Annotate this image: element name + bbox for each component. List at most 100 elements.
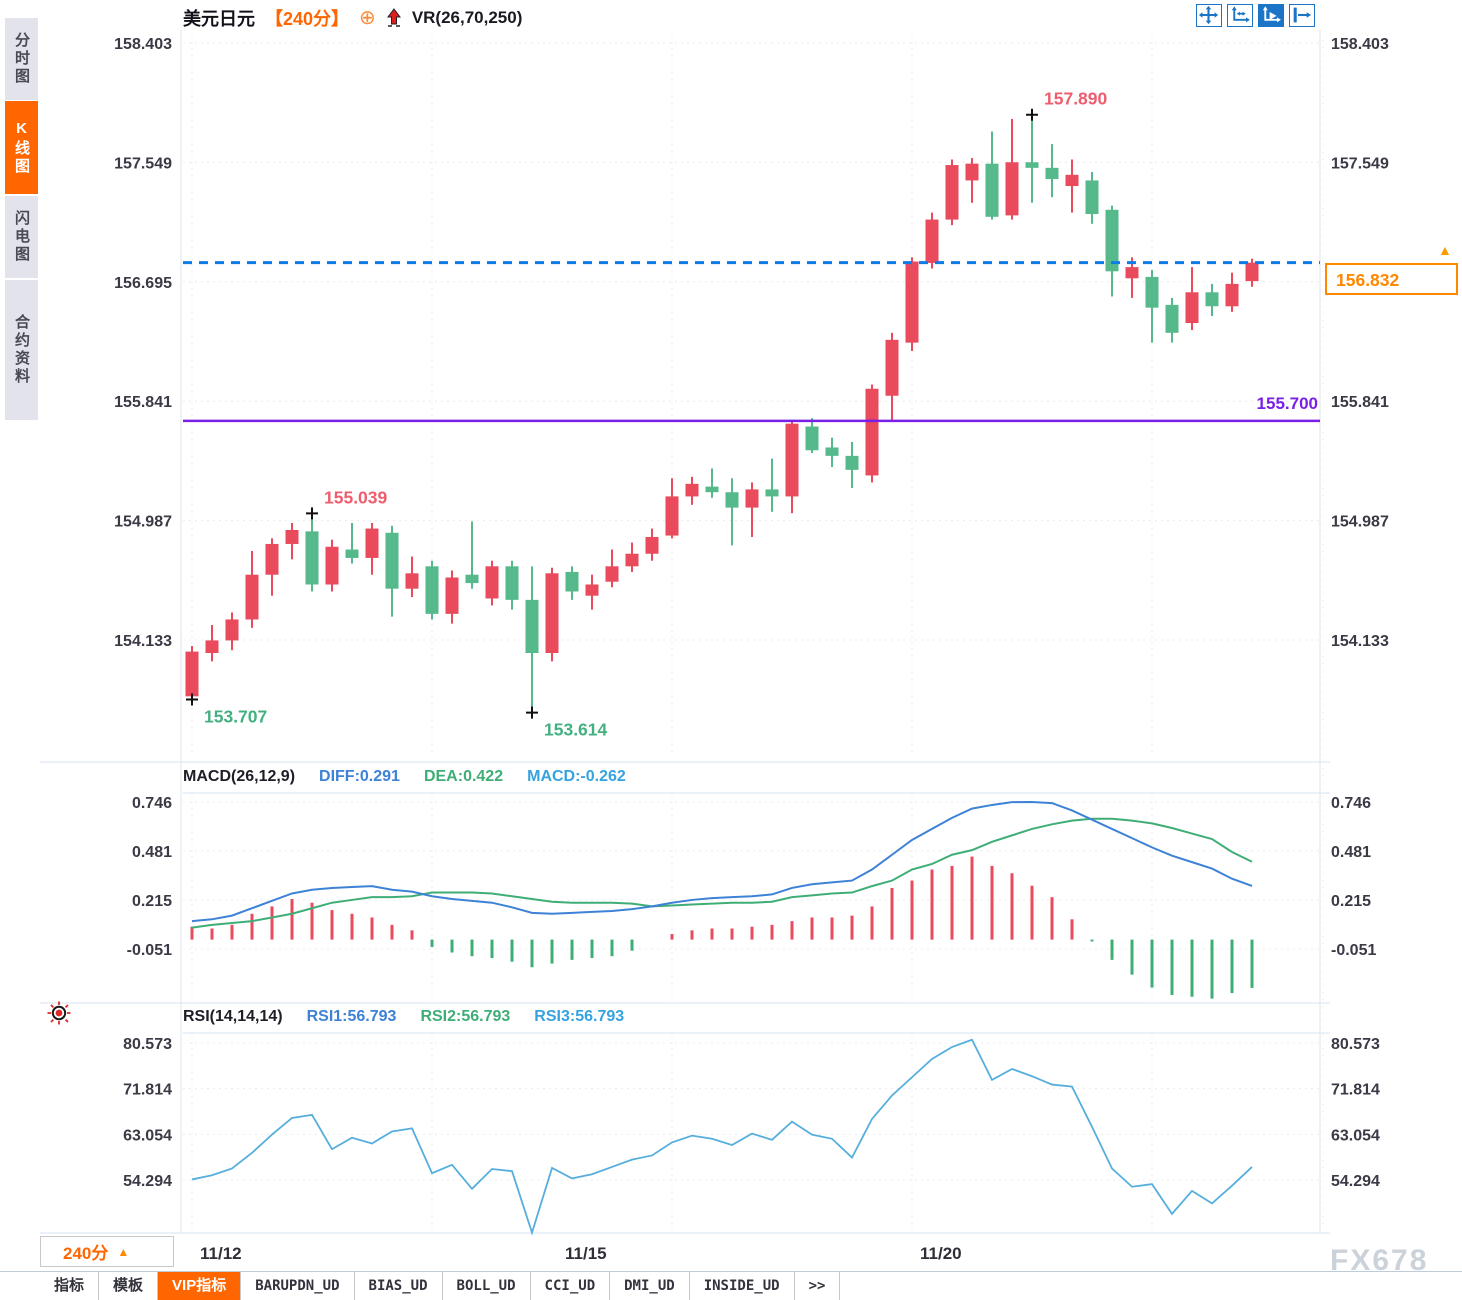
price-marker-label: 157.890 [1044, 89, 1108, 109]
extreme-marker [526, 706, 538, 719]
candlestick [725, 492, 739, 508]
axis-tick-label: 0.481 [132, 844, 172, 861]
indicator-settings-sun-icon[interactable] [46, 1000, 73, 1032]
period-label: 【240分】 [265, 9, 350, 29]
extreme-marker [186, 693, 198, 706]
bottom-tab->>[interactable]: >> [795, 1272, 841, 1300]
price-marker-label: 155.039 [324, 487, 388, 507]
watermark: FX678 [1330, 1244, 1429, 1277]
candlestick [805, 426, 819, 451]
axis-tick-label: 0.215 [1331, 893, 1371, 910]
axis-tick-label: 157.549 [1331, 155, 1389, 172]
candlestick [525, 599, 539, 654]
x-axis-scale-icon[interactable] [1227, 4, 1253, 27]
candlestick [1205, 292, 1219, 307]
candlestick [345, 549, 359, 558]
date-label: 11/15 [565, 1244, 607, 1263]
candlestick [545, 573, 559, 654]
candlestick [465, 574, 479, 584]
macd-dea-line [191, 817, 1253, 929]
candlestick [505, 566, 519, 600]
sidebar-tab-闪电图[interactable]: 闪电图 [5, 196, 38, 278]
bottom-tab-指标[interactable]: 指标 [40, 1272, 100, 1300]
y-axis-scale-icon[interactable] [1258, 4, 1284, 27]
candlestick [425, 566, 439, 614]
bottom-tab-DMI_UD[interactable]: DMI_UD [610, 1272, 690, 1300]
rsi1-readout: RSI1:56.793 [306, 1008, 397, 1025]
period-value: 240分 [63, 1244, 109, 1263]
current-price-tag: 156.832 [1325, 263, 1458, 295]
macd-diff-line [191, 800, 1253, 923]
vr-indicator-label: VR(26,70,250) [411, 8, 523, 27]
period-dropdown-arrow-icon: ▲ [117, 1244, 130, 1259]
axis-tick-label: 155.841 [114, 394, 172, 411]
candlestick [385, 532, 399, 589]
rsi-name-label: RSI(14,14,14) [183, 1008, 283, 1025]
bottom-tab-CCI_UD[interactable]: CCI_UD [531, 1272, 611, 1300]
period-selector[interactable]: 240分 ▲ [40, 1236, 174, 1267]
bottom-tab-VIP指标[interactable]: VIP指标 [158, 1272, 242, 1300]
price-marker-label: 153.707 [204, 707, 267, 727]
candlestick [1005, 162, 1019, 216]
bottom-tab-BOLL_UD[interactable]: BOLL_UD [443, 1272, 531, 1300]
candlestick [445, 577, 459, 614]
support-line-label: 155.700 [1256, 394, 1318, 413]
rsi-line [191, 1038, 1253, 1236]
axis-tick-label: 54.294 [123, 1173, 172, 1190]
axis-tick-label: 0.746 [132, 795, 172, 812]
macd-diff-readout: DIFF:0.291 [319, 768, 400, 785]
bottom-tab-BARUPDN_UD[interactable]: BARUPDN_UD [241, 1272, 355, 1300]
add-overlay-icon[interactable]: ⊕ [359, 7, 376, 29]
axis-tick-label: 80.573 [123, 1036, 172, 1053]
date-label: 11/20 [920, 1244, 962, 1263]
axis-tick-label: 0.215 [132, 893, 172, 910]
candlestick [185, 651, 199, 697]
axis-tick-label: 71.814 [1331, 1082, 1380, 1099]
axis-tick-label: 63.054 [1331, 1127, 1380, 1144]
candlestick [1045, 167, 1059, 180]
candlestick [1145, 276, 1159, 308]
date-label: 11/12 [200, 1244, 242, 1263]
candlestick [405, 573, 419, 589]
candlestick [245, 574, 259, 620]
candlestick [1185, 292, 1199, 324]
macd-dea-readout: DEA:0.422 [423, 768, 504, 785]
candlestick [665, 496, 679, 536]
axis-tick-label: 54.294 [1331, 1173, 1380, 1190]
candlestick [605, 566, 619, 582]
candlestick [1085, 180, 1099, 214]
candlestick [685, 483, 699, 497]
pan-tool-icon[interactable] [1196, 4, 1222, 27]
candlestick [785, 423, 799, 497]
chart-toolbar [1196, 4, 1315, 27]
sidebar-tab-分时图[interactable]: 分时图 [5, 18, 38, 100]
candlestick [945, 165, 959, 220]
candlestick [625, 553, 639, 567]
bottom-tab-INSIDE_UD[interactable]: INSIDE_UD [690, 1272, 795, 1300]
axis-tick-label: 155.841 [1331, 394, 1389, 411]
macd-name-label: MACD(26,12,9) [183, 768, 296, 785]
candlestick [365, 528, 379, 558]
chart-header: 美元日元 【240分】 ⊕ VR(26,70,250) [183, 4, 522, 32]
candlestick [1245, 262, 1259, 282]
sidebar-tab-合约资料[interactable]: 合约资料 [5, 280, 38, 420]
candlestick [1165, 304, 1179, 333]
price-marker-label: 153.614 [544, 720, 608, 740]
axis-tick-label: 0.746 [1331, 795, 1371, 812]
rsi2-readout: RSI2:56.793 [420, 1008, 511, 1025]
axis-tick-label: -0.051 [127, 942, 172, 959]
bottom-tab-模板[interactable]: 模板 [99, 1272, 159, 1300]
macd-panel-title: MACD(26,12,9) DIFF:0.291 DEA:0.422 MACD:… [183, 768, 626, 786]
bottom-tab-BIAS_UD[interactable]: BIAS_UD [355, 1272, 443, 1300]
axis-tick-label: 158.403 [1331, 36, 1389, 53]
candlestick [885, 339, 899, 396]
extreme-marker [306, 507, 318, 520]
candlestick [1025, 162, 1039, 168]
candlestick [985, 163, 999, 217]
candlestick [1065, 174, 1079, 187]
candlestick [1125, 267, 1139, 279]
sidebar-tab-K线图[interactable]: K线图 [5, 101, 38, 194]
shift-right-icon[interactable] [1289, 4, 1315, 27]
axis-tick-label: 63.054 [123, 1127, 172, 1144]
